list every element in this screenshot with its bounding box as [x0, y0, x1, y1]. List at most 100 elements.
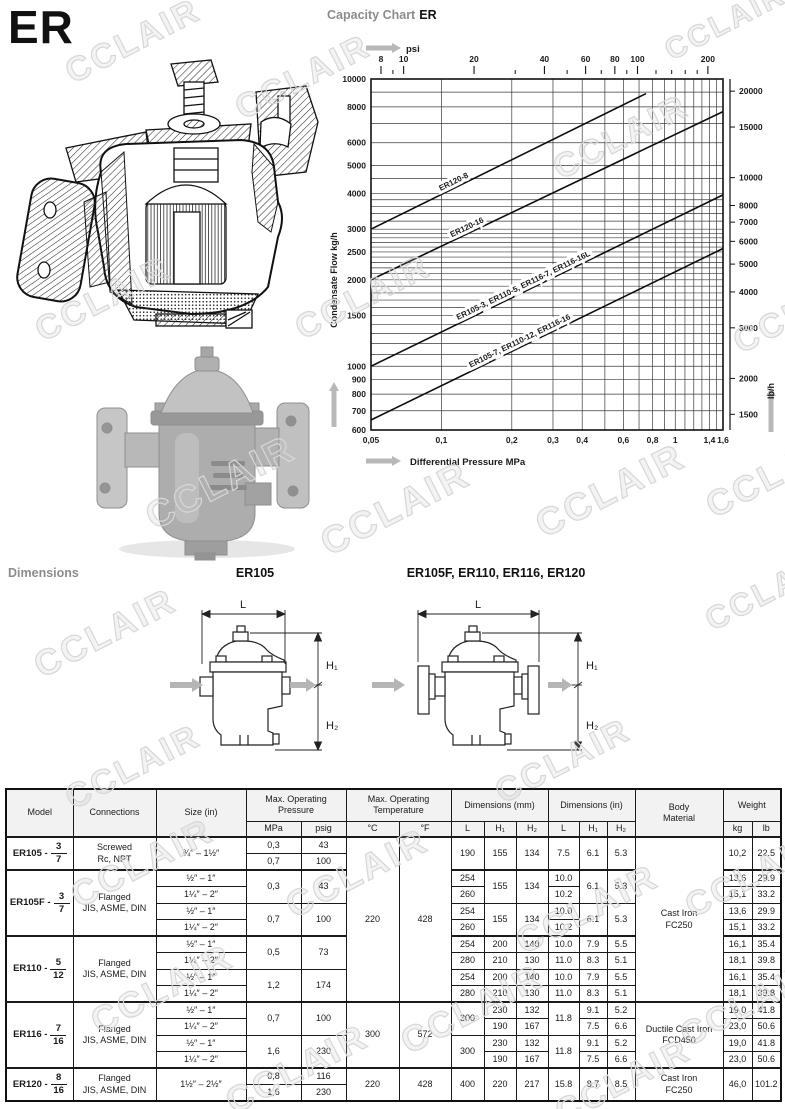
model-variant: 16 [53, 1085, 64, 1096]
table-row: 1¼″ – 2″ 280 210 130 11.0 8.3 5.1 18,1 39.8 [6, 985, 782, 1003]
table-cell: 220 [345, 836, 400, 1003]
y-left-tick-label: 2500 [347, 247, 366, 257]
table-cell: 5.2 [606, 1034, 636, 1052]
model-name: ER105F - [9, 897, 51, 909]
product-photo [96, 346, 310, 561]
table-cell: 23,0 [722, 1051, 753, 1069]
table-cell: 11.0 [547, 985, 580, 1003]
table-cell: 10.0 [547, 902, 580, 920]
axis-arrow-head [766, 387, 776, 396]
table-subheader-cell: H₁ [483, 820, 517, 838]
dimension-lines-right [416, 609, 583, 752]
x-tick-label: 0,05 [363, 435, 380, 445]
table-cell: 15,1 [722, 919, 753, 937]
diagram-er105f-series: L H₁ H₂ [372, 599, 598, 752]
table-cell: 300 [450, 1034, 485, 1069]
model-variant-divider [50, 1034, 67, 1036]
model-variant-divider [50, 1084, 67, 1085]
table-cell: Flanged JIS, ASME, DIN [72, 1001, 157, 1069]
table-cell: 230 [483, 1034, 517, 1052]
table-subheader-cell: H₁ [578, 820, 608, 838]
model-name: ER105 - [12, 847, 48, 859]
model-variant: 7 [55, 1022, 62, 1034]
flanges [417, 665, 540, 715]
table-cell: 5.5 [606, 968, 636, 986]
table-subheader-cell: MPa [245, 820, 302, 838]
y-right-tick-label: 5000 [739, 259, 758, 269]
model-cell: ER110 -5 12 [5, 935, 74, 1003]
y-right-tick-label: 6000 [739, 236, 758, 246]
y-left-tick-label: 1500 [347, 311, 366, 321]
table-cell: 6.6 [606, 1051, 636, 1069]
table-cell: 260 [450, 919, 485, 937]
table-cell: 428 [398, 1067, 452, 1102]
table-subheader-cell: °F [398, 820, 452, 838]
table-cell: 8.3 [578, 952, 608, 970]
table-cell: 43 [300, 869, 347, 904]
table-cell: 35.4 [751, 968, 782, 986]
y-left-tick-label: 10000 [342, 74, 366, 84]
y-right-tick-label: 20000 [739, 86, 763, 96]
table-header-cell: Weight [722, 788, 782, 822]
y-left-tick-label: 900 [352, 374, 366, 384]
table-cell: 8.3 [578, 985, 608, 1003]
table-cell: Flanged JIS, ASME, DIN [72, 869, 157, 937]
table-cell: 39.8 [751, 985, 782, 1003]
model-cell: ER116 -7 16 [5, 1001, 74, 1069]
axis-arrow-head [392, 43, 401, 53]
table-cell: 174 [300, 968, 347, 1003]
table-cell: 9.1 [578, 1034, 608, 1052]
y-right-tick-label: 8000 [739, 200, 758, 210]
spec-table-body: ER105 -3 7 Screwed Rc, NPT ¾″ – 1½″ 0,3 43 220… [5, 836, 782, 1102]
psi-tick-label: 80 [610, 54, 620, 64]
table-cell: 10,2 [722, 836, 753, 871]
model-variant: 5 [55, 956, 62, 968]
table-cell: 8.5 [606, 1067, 636, 1102]
dim-label-H1: H₁ [586, 660, 598, 672]
table-cell: 132 [515, 1001, 549, 1019]
chart-title: Capacity Chart ER [327, 8, 437, 22]
table-cell: 1½″ – 2½″ [155, 1067, 247, 1102]
model-variant: 3 [56, 841, 62, 853]
table-cell: 50.6 [751, 1051, 782, 1069]
table-row: ½″ – 1″ 1,6 230 300 230 132 11.8 9.1 5.2 19,0 41.8 [6, 1034, 782, 1069]
table-cell: 140 [515, 935, 549, 953]
x-tick-label: 0,4 [576, 435, 588, 445]
table-cell: 155 [483, 902, 517, 937]
table-cell: 280 [450, 952, 485, 970]
table-cell: 41.8 [751, 1034, 782, 1052]
series-label-group: ER120-8 [434, 168, 473, 196]
table-header-cell: Dimensions (mm) [450, 788, 549, 822]
table-cell: 7.5 [547, 836, 580, 871]
table-cell: 134 [515, 836, 549, 871]
table-cell: 16,1 [722, 935, 753, 953]
table-cell: 7.5 [578, 1018, 608, 1036]
chart-title-model: ER [419, 8, 437, 22]
chart-title-prefix: Capacity Chart [327, 8, 416, 22]
table-cell: 0,8 [245, 1067, 302, 1085]
table-cell: Flanged JIS, ASME, DIN [72, 935, 157, 1003]
table-cell: 13,6 [722, 869, 753, 887]
y-right-tick-label: 2000 [739, 373, 758, 383]
photo-shapes [96, 346, 310, 561]
model-variant: 8 [56, 1072, 62, 1084]
table-cell: 10.0 [547, 869, 580, 887]
y-left-tick-label: 6000 [347, 138, 366, 148]
table-cell: ½″ – 1″ [155, 1001, 247, 1019]
table-cell: 572 [398, 1001, 452, 1069]
table-cell: 43 [300, 836, 347, 854]
table-cell: 1¼″ – 2″ [155, 886, 247, 904]
table-cell: 5.5 [606, 935, 636, 953]
table-row: ER120 -8 16 Flanged JIS, ASME, DIN 1½″ – 2½… [5, 1067, 782, 1102]
y-right-tick-label: 4000 [739, 287, 758, 297]
table-cell: 230 [300, 1084, 347, 1102]
table-cell: 155 [483, 869, 517, 904]
table-cell: 7.9 [578, 968, 608, 986]
series-label: ER105-3, ER110-5, ER116-7, ER116-16L [455, 249, 592, 322]
psi-tick-label: 200 [701, 54, 715, 64]
y-left-tick-label: 3000 [347, 224, 366, 234]
dim-label-L: L [240, 599, 246, 611]
table-header-cell: Model [5, 788, 74, 838]
cutaway-shapes [16, 59, 319, 329]
